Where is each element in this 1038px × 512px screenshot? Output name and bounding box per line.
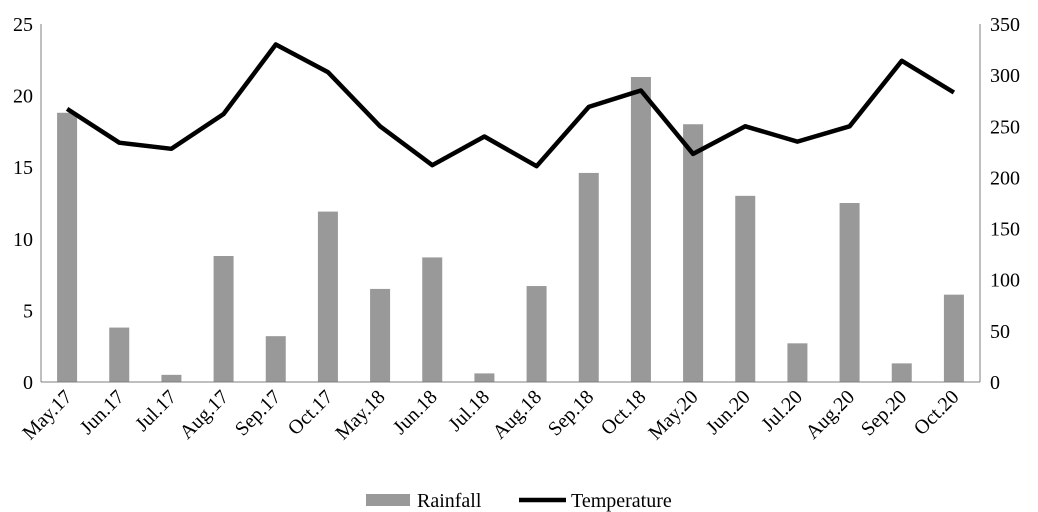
right-axis-tick-label: 200 [990, 167, 1020, 189]
temperature-line [65, 42, 956, 169]
left-axis-tick-label: 15 [13, 157, 33, 179]
legend-rainfall-swatch [366, 494, 410, 506]
rainfall-bar [474, 373, 495, 382]
right-axis-tick-label: 150 [990, 219, 1020, 241]
x-axis-tick-label: Aug.18 [489, 386, 547, 444]
left-axis-tick-labels: 0 5 10 15 20 25 [13, 14, 33, 394]
x-axis-tick-label: May.17 [18, 386, 76, 444]
rainfall-bar [943, 294, 964, 382]
left-axis-tick-label: 20 [13, 86, 33, 108]
rainfall-bar [839, 203, 860, 382]
x-axis-tick-label: Oct.17 [284, 386, 338, 440]
x-axis-tick-label: Sep.17 [231, 386, 285, 440]
x-axis-tick-label: Sep.20 [857, 386, 911, 440]
right-axis-tick-label: 50 [990, 321, 1010, 343]
rainfall-bar [109, 327, 130, 382]
rainfall-bar [787, 343, 808, 382]
left-axis-tick-label: 5 [23, 300, 33, 322]
x-axis-tick-label: Oct.18 [597, 386, 651, 440]
rainfall-bar [213, 255, 234, 382]
rainfall-bar [683, 124, 704, 383]
rainfall-bar [578, 172, 599, 382]
left-axis-tick-label: 10 [13, 229, 33, 251]
rainfall-bar [735, 195, 756, 382]
x-axis-tick-label: Jul.20 [757, 386, 807, 436]
legend-temperature-label: Temperature [571, 490, 672, 512]
rainfall-bar [265, 336, 286, 382]
legend: Rainfall Temperature [366, 490, 672, 512]
x-axis-tick-labels: May.17 Jun.17 Jul.17Aug.17Sep.17Oct.17May.… [18, 386, 963, 444]
x-axis-tick-label: May.20 [644, 386, 702, 444]
rainfall-bar [891, 363, 912, 382]
rainfall-bar [370, 288, 391, 382]
right-axis-tick-label: 0 [990, 372, 1000, 394]
right-axis-tick-label: 250 [990, 116, 1020, 138]
x-axis-tick-label: Sep.18 [544, 386, 598, 440]
x-axis-tick-label: Jul.18 [444, 386, 494, 436]
rainfall-bars [57, 76, 964, 383]
x-axis-tick-label: Aug.20 [802, 386, 860, 444]
x-axis-tick-label: Oct.20 [910, 386, 964, 440]
x-axis-tick-label: Jul.17 [131, 386, 181, 436]
right-axis-tick-label: 100 [990, 270, 1020, 292]
x-axis-tick-label: Jun.20 [702, 386, 755, 439]
rainfall-bar [630, 76, 651, 382]
rainfall-bar [422, 257, 443, 382]
right-axis-tick-label: 350 [990, 14, 1020, 36]
rainfall-bar [57, 112, 78, 382]
x-axis-tick-label: May.18 [331, 386, 389, 444]
rainfall-bar [161, 374, 182, 382]
x-axis-tick-label: Jun.17 [76, 386, 129, 439]
right-axis-tick-label: 300 [990, 65, 1020, 87]
rainfall-bar [317, 211, 338, 382]
rainfall-bar [526, 286, 547, 382]
legend-rainfall-label: Rainfall [417, 490, 482, 512]
left-axis-tick-label: 0 [23, 372, 33, 394]
left-axis-tick-label: 25 [13, 14, 33, 36]
right-axis-tick-labels: 0 50 100 150 200 250 300 350 [990, 14, 1020, 394]
x-axis-tick-label: Aug.17 [176, 386, 234, 444]
x-axis-tick-label: Jun.18 [389, 386, 442, 439]
